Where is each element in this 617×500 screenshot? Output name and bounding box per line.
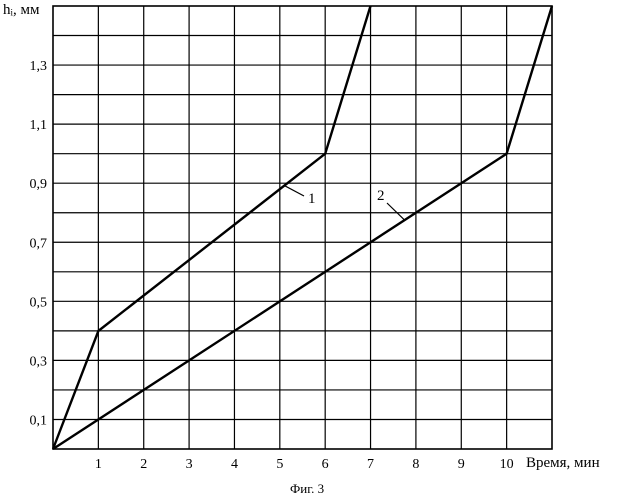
y-tick-label: 0,3 [30,354,48,369]
x-tick-label: 10 [500,457,514,472]
x-tick-label: 3 [186,457,193,472]
x-tick-label: 9 [458,457,465,472]
x-tick-labels: 1 2 3 4 5 6 7 8 9 10 [95,457,514,472]
x-tick-label: 2 [140,457,147,472]
x-tick-label: 4 [231,457,238,472]
series-label-2: 2 [377,188,385,204]
figure-caption: Фиг. 3 [290,481,324,496]
series-leader-2 [387,203,405,220]
series-leader-1 [284,186,304,196]
y-tick-label: 0,5 [30,295,48,310]
plot-frame [53,6,552,449]
y-axis-label: hᵢ, мм [3,2,40,18]
series-line-2 [53,6,552,449]
grid [53,6,552,449]
y-tick-label: 0,7 [30,236,48,251]
series-label-1: 1 [308,191,316,207]
x-tick-label: 5 [276,457,283,472]
x-tick-label: 8 [412,457,419,472]
y-tick-label: 1,1 [30,118,48,133]
x-tick-label: 1 [95,457,102,472]
y-tick-label: 0,9 [30,177,48,192]
series-lines [53,6,552,449]
series-leaders [284,186,404,221]
x-tick-label: 7 [367,457,374,472]
x-axis-label: Время, мин [526,455,600,471]
y-tick-label: 1,3 [30,59,48,74]
y-tick-label: 0,1 [30,413,48,428]
x-tick-label: 6 [322,457,329,472]
y-tick-labels: 0,1 0,3 0,5 0,7 0,9 1,1 1,3 [30,59,48,428]
series-line-1 [53,6,371,449]
